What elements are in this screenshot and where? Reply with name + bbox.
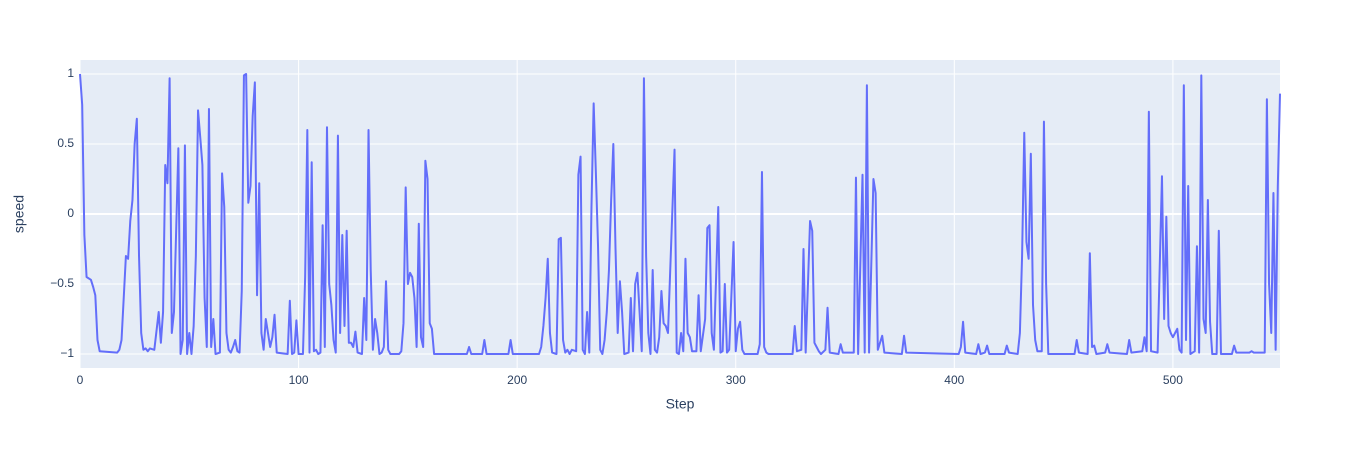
x-tick-label: 0 <box>77 373 84 387</box>
x-tick-label: 400 <box>944 373 964 387</box>
y-tick-label: 0.5 <box>57 136 74 150</box>
x-tick-label: 300 <box>726 373 746 387</box>
y-tick-label: −0.5 <box>50 276 74 290</box>
x-tick-label: 100 <box>289 373 309 387</box>
y-tick-label: 0 <box>67 206 74 220</box>
x-tick-label: 500 <box>1163 373 1183 387</box>
y-tick-label: 1 <box>67 66 74 80</box>
x-axis-title: Step <box>666 396 695 412</box>
y-axis-title: speed <box>11 195 27 233</box>
data-line <box>79 73 1281 355</box>
x-tick-label: 200 <box>507 373 527 387</box>
y-tick-label: −1 <box>60 346 74 360</box>
